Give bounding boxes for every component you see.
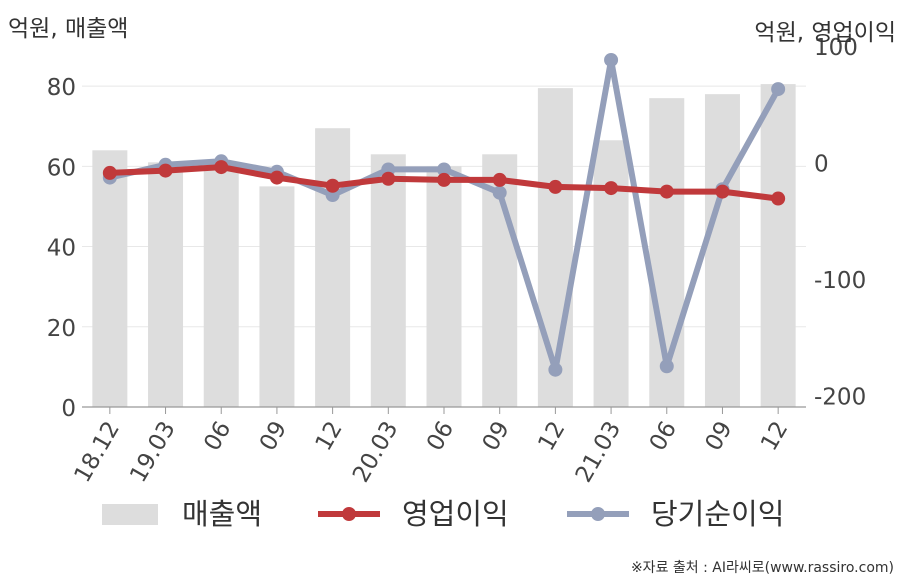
x-tick-label: 09 [701,417,738,455]
x-tick-label: 12 [756,417,793,455]
right-tick-label: 100 [814,35,858,61]
data-point [604,52,619,67]
right-tick-label: 0 [814,151,829,177]
bar-series [92,84,796,408]
source-note: ※자료 출처 : AI라씨로(www.rassiro.com) [631,560,894,576]
left-tick-label: 80 [47,75,76,101]
x-tick-label: 09 [478,417,515,455]
bar [203,162,239,407]
data-point [771,82,786,97]
x-tick-label: 12 [311,417,348,455]
data-point [715,184,730,199]
data-point [381,171,396,186]
bar [593,140,629,407]
left-tick-label: 40 [47,236,76,262]
legend: 매출액 영업이익 당기순이익 [102,497,784,531]
x-tick-label: 12 [533,417,570,455]
x-tick-label: 06 [199,417,236,455]
x-tick-label: 06 [645,417,682,455]
left-tick-label: 20 [47,316,76,342]
data-point [325,178,340,193]
data-point [437,172,451,187]
line-series [102,52,786,377]
x-tick-label: 19.03 [125,417,180,487]
data-point [659,184,674,199]
data-point [492,185,507,200]
bar [704,94,740,407]
legend-marker [342,507,356,521]
bar [760,84,796,407]
data-point [659,359,674,374]
right-tick-label: -100 [814,268,866,294]
x-tick-label: 06 [422,417,459,455]
bar [370,154,406,407]
left-tick-label: 0 [61,396,76,422]
legend-label: 영업이익 [402,497,509,531]
x-tick-label: 20.03 [348,417,403,487]
bar [148,162,184,407]
left-tick-label: 60 [47,155,76,181]
data-point [548,362,563,377]
data-point [102,165,117,180]
legend-marker [591,507,605,521]
bar [259,186,295,407]
x-tick-label: 18.12 [70,417,125,487]
legend-label: 매출액 [182,497,262,531]
data-point [771,191,786,206]
data-point [214,160,229,175]
legend-swatch [102,504,158,525]
legend-label: 당기순이익 [651,497,784,531]
data-point [269,170,284,185]
x-tick-label: 21.03 [571,417,626,487]
data-point [548,179,563,194]
data-point [492,172,507,187]
bar [92,150,128,408]
right-axis-unit-label: 억원, 영업이익 [754,20,896,46]
data-point [158,163,173,178]
data-point [604,181,619,196]
x-tick-label: 09 [255,417,292,455]
data-point [437,162,451,177]
right-tick-label: -200 [814,384,866,410]
bar [315,128,351,407]
bar [426,166,462,407]
axes [82,406,806,414]
left-axis-unit-label: 억원, 매출액 [8,16,128,42]
